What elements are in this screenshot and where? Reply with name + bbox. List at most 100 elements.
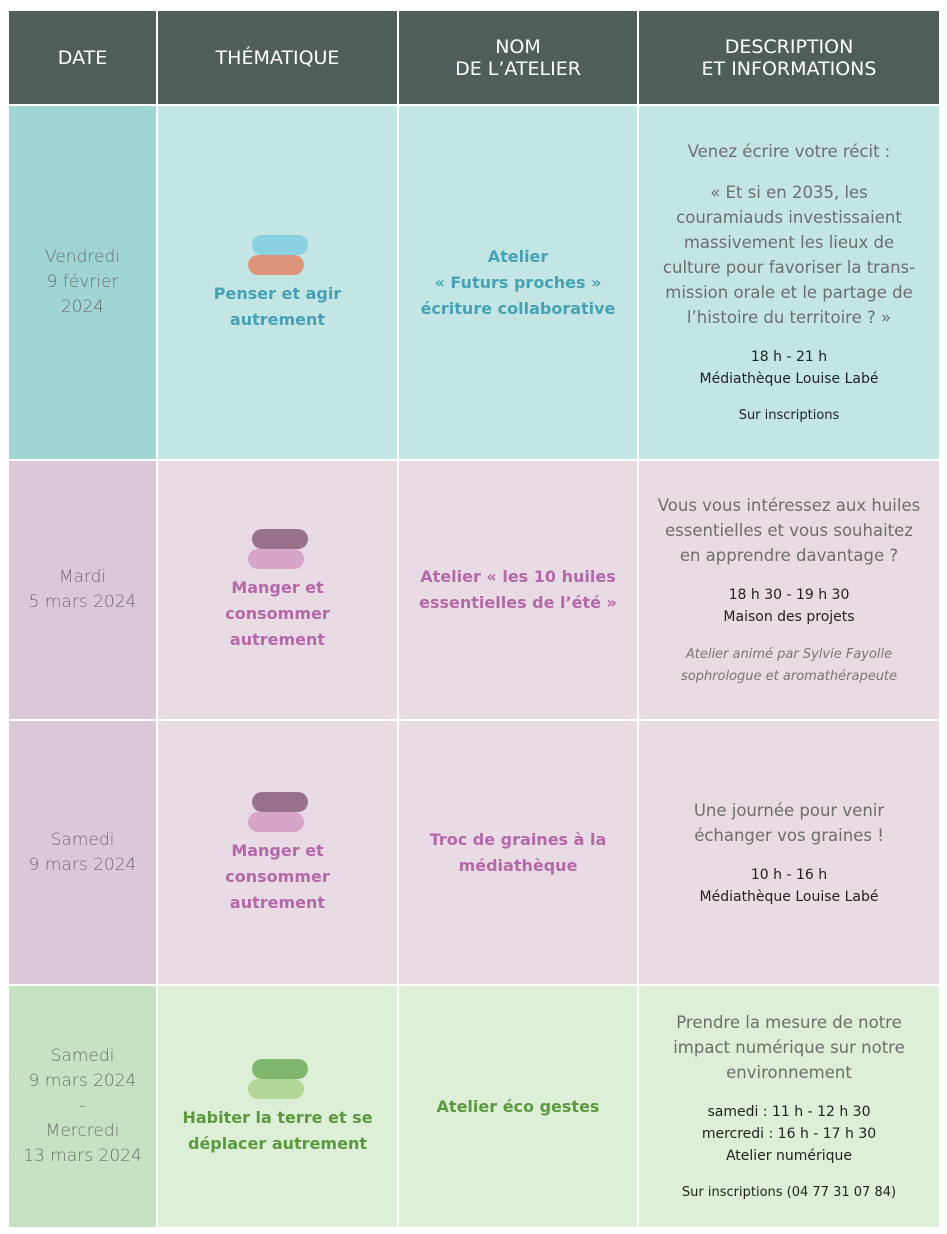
description-text: 18 h - 21 h [700, 346, 879, 368]
date-text: 9 février [47, 270, 119, 295]
header-text: DESCRIPTION [725, 36, 854, 58]
header-text: ET INFORMATIONS [702, 58, 877, 80]
description-text: samedi : 11 h - 12 h 30 [702, 1101, 876, 1123]
date-text: - [79, 1094, 85, 1119]
icon-shape [248, 1079, 304, 1099]
date-text: 9 mars 2024 [29, 853, 137, 878]
description-text: culture pour favoriser la trans- [663, 255, 915, 280]
icon-shape [248, 812, 304, 832]
description-text: en apprendre davantage ? [658, 543, 920, 568]
description-text: 10 h - 16 h [700, 864, 879, 886]
description-text: Atelier animé par Sylvie Fayolle [681, 644, 897, 666]
header-text: NOM [495, 36, 541, 58]
description-text: sophrologue et aromathérapeute [681, 666, 897, 688]
description-text: essentielles et vous souhaitez [658, 518, 920, 543]
workshop-cell: Atelier« Futurs proches »écriture collab… [399, 106, 637, 459]
description-text: Une journée pour venir [694, 798, 884, 823]
theme-icon [248, 790, 308, 834]
theme-text: déplacer autrement [182, 1131, 372, 1157]
theme-icon [248, 527, 308, 571]
description-text: Atelier numérique [702, 1145, 876, 1167]
description-text: impact numérique sur notre [673, 1035, 905, 1060]
workshop-text: essentielles de l’été » [419, 590, 617, 616]
theme-text: consommer [225, 864, 329, 890]
icon-shape [252, 1059, 308, 1079]
description-text: massivement les lieux de [663, 230, 915, 255]
description-text: Sur inscriptions [739, 406, 840, 426]
theme-text: autrement [214, 307, 342, 333]
icon-shape [248, 549, 304, 569]
workshop-text: Atelier [488, 244, 549, 270]
theme-icon [248, 233, 308, 277]
description-text: Prendre la mesure de notre [673, 1010, 905, 1035]
workshop-text: « Futurs proches » [435, 270, 602, 296]
theme-text: Manger et [225, 575, 329, 601]
workshop-text: Troc de graines à la [430, 827, 607, 853]
date-text: Samedi [51, 1044, 115, 1069]
description-text: Vous vous intéressez aux huiles [658, 493, 920, 518]
description-text: l’histoire du territoire ? » [663, 305, 915, 330]
description-block: Sur inscriptions [739, 406, 840, 426]
date-text: 9 mars 2024 [29, 1069, 137, 1094]
theme-text: Manger et [225, 838, 329, 864]
description-cell: Venez écrire votre récit : « Et si en 203… [639, 106, 939, 459]
date-text: 13 mars 2024 [23, 1144, 142, 1169]
date-text: 5 mars 2024 [29, 590, 137, 615]
date-text: 2024 [61, 295, 104, 320]
description-text: couramiauds investissaient [663, 205, 915, 230]
description-text: mission orale et le partage de [663, 280, 915, 305]
date-text: Samedi [51, 828, 115, 853]
description-text: Sur inscriptions (04 77 31 07 84) [682, 1183, 896, 1203]
icon-shape [252, 235, 308, 255]
theme-text: autrement [225, 890, 329, 916]
description-text: Maison des projets [723, 606, 854, 628]
header-text: DE L’ATELIER [455, 58, 581, 80]
description-text: mercredi : 16 h - 17 h 30 [702, 1123, 876, 1145]
date-text: Mardi [59, 565, 106, 590]
description-text: 18 h 30 - 19 h 30 [723, 584, 854, 606]
description-text: Venez écrire votre récit : [688, 139, 891, 164]
workshop-text: écriture collaborative [421, 296, 616, 322]
page: DATETHÉMATIQUENOMDE L’ATELIERDESCRIPTION… [0, 0, 947, 1234]
workshop-text: Atelier « les 10 huiles [420, 564, 615, 590]
header-cell: THÉMATIQUE [158, 11, 397, 104]
workshop-text: médiathèque [459, 853, 578, 879]
header-cell: DATE [9, 11, 156, 104]
workshop-cell: Atelier éco gestes [399, 986, 637, 1227]
description-text: Médiathèque Louise Labé [700, 368, 879, 390]
description-block: Venez écrire votre récit : [688, 139, 891, 164]
header-text: THÉMATIQUE [216, 47, 340, 69]
icon-shape [252, 529, 308, 549]
theme-text: Habiter la terre et se [182, 1105, 372, 1131]
workshop-text: Atelier éco gestes [437, 1094, 600, 1120]
header-text: DATE [58, 47, 107, 69]
theme-text: autrement [225, 627, 329, 653]
